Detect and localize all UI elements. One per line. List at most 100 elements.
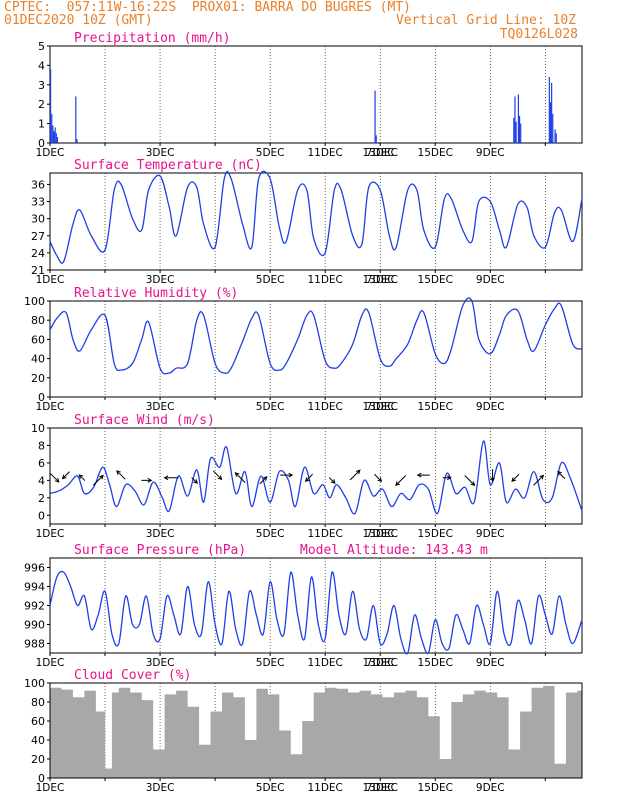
temp-xtick-label: 15DEC <box>418 274 453 286</box>
cloud-ytick-label: 100 <box>24 677 45 690</box>
wind-arrow-head <box>490 477 495 483</box>
precip-xtick-label: 5DEC <box>256 147 285 159</box>
wind-arrow-head <box>377 477 383 482</box>
wind-xtick-label: 9DEC <box>476 528 505 540</box>
wind-arrow-head <box>54 477 60 483</box>
pres-panel: Surface Pressure (hPa) Model Altitude: 14… <box>24 543 583 669</box>
cloud-ytick-label: 80 <box>31 696 45 709</box>
temp-xtick-label: 11DEC <box>307 274 342 286</box>
wind-arrow <box>92 475 104 486</box>
wind-arrow-head <box>470 481 476 487</box>
wind-arrow <box>305 473 313 482</box>
wind-arrow <box>116 470 126 480</box>
temp-ytick-label: 24 <box>31 247 45 260</box>
wind-title: Surface Wind (m/s) <box>74 413 215 428</box>
wind-arrow <box>557 471 566 479</box>
wind-arrow <box>511 473 520 482</box>
wind-arrow-head <box>330 479 336 484</box>
cloud-ytick-label: 20 <box>31 753 45 766</box>
rh-xtick-label: 13DEC <box>362 401 397 413</box>
wind-arrow-head <box>288 472 294 478</box>
wind-ytick-label: 10 <box>31 422 45 435</box>
wind-arrow <box>395 475 407 486</box>
rh-ytick-label: 40 <box>31 353 45 366</box>
wind-ytick-label: 2 <box>38 492 45 505</box>
pres-xtick-label: 13DEC <box>362 657 397 669</box>
wind-arrow-head <box>61 474 67 480</box>
wind-arrow-head <box>511 477 516 482</box>
wind-arrow <box>235 472 246 483</box>
precip-xtick-label: 1DEC <box>36 147 65 159</box>
cloud-xtick-label: 13DEC <box>362 782 397 794</box>
cloud-xtick-label: 15DEC <box>418 782 453 794</box>
pres-xtick-label: 5DEC <box>256 657 285 669</box>
precip-xtick-label: 13DEC <box>362 147 397 159</box>
precip-bar <box>56 137 59 143</box>
wind-ytick-label: 6 <box>38 457 45 470</box>
temp-xtick-label: 13DEC <box>362 274 397 286</box>
precip-xtick-label: 9DEC <box>476 147 505 159</box>
precip-frame <box>49 45 583 144</box>
rh-ytick-label: 60 <box>31 333 45 346</box>
precip-bar <box>52 125 54 143</box>
precip-bar <box>548 77 550 143</box>
wind-arrow-head <box>446 475 452 481</box>
wind-arrow-head <box>147 478 153 483</box>
cloud-panel: Cloud Cover (%) 0 20 40 60 80 100 1DEC 3DEC 5DEC 7… <box>24 668 583 794</box>
rh-xtick-label: 1DEC <box>36 401 65 413</box>
rh-xtick-label: 5DEC <box>256 401 285 413</box>
precip-ytick-label: 5 <box>38 40 45 53</box>
rh-ytick-label: 80 <box>31 314 45 327</box>
precip-panel: Precipitation (mm/h) 0 1 2 3 4 5 1DEC 3DEC 5DEC 7D… <box>36 31 583 159</box>
temp-line <box>49 170 583 264</box>
wind-ytick-label: 8 <box>38 439 45 452</box>
precip-bar <box>51 113 53 143</box>
wind-xtick-label: 7DEC <box>366 528 395 540</box>
wind-arrow <box>533 475 544 486</box>
pres-ytick-label: 990 <box>24 619 45 632</box>
rh-ytick-label: 0 <box>38 391 45 404</box>
pres-xtick-label: 3DEC <box>146 657 175 669</box>
grid-line-note: Vertical Grid Line: 10Z <box>395 13 576 28</box>
rh-ytick-label: 100 <box>24 295 45 308</box>
rh-xtick-label: 3DEC <box>146 401 175 413</box>
wind-arrow <box>212 470 222 480</box>
wind-arrow <box>78 474 86 481</box>
wind-arrow <box>464 475 475 486</box>
wind-arrow-head <box>304 477 310 482</box>
wind-arrow-head <box>193 479 199 484</box>
wind-xtick-label: 5DEC <box>256 528 285 540</box>
temp-xtick-label: 9DEC <box>476 274 505 286</box>
wind-arrow-head <box>416 472 422 478</box>
cloud-ytick-label: 0 <box>38 772 45 785</box>
pres-line <box>49 570 583 655</box>
pres-xtick-label: 1DEC <box>36 657 65 669</box>
precip-bar <box>518 115 521 143</box>
precip-bar <box>513 117 515 143</box>
pres-xtick-label: 15DEC <box>418 657 453 669</box>
wind-arrow-head <box>355 469 361 475</box>
precip-xtick-label: 3DEC <box>146 147 175 159</box>
precip-ytick-label: 3 <box>38 79 45 92</box>
precip-bar <box>50 69 52 143</box>
wind-arrow <box>374 473 382 482</box>
pres-annotation: Model Altitude: 143.43 m <box>300 543 488 558</box>
precip-xtick-label: 11DEC <box>307 147 342 159</box>
precip-title: Precipitation (mm/h) <box>74 31 231 46</box>
rh-xtick-label: 11DEC <box>307 401 342 413</box>
cloud-ytick-label: 40 <box>31 734 45 747</box>
pres-xtick-label: 9DEC <box>476 657 505 669</box>
precip-bar <box>517 94 519 143</box>
rh-frame <box>49 300 583 398</box>
rh-line <box>49 297 583 375</box>
temp-xtick-label: 7DEC <box>366 274 395 286</box>
cloud-xtick-label: 9DEC <box>476 782 505 794</box>
rh-panel: Relative Humidity (%) 0 20 40 60 80 100 1DEC 3DE… <box>24 286 583 413</box>
pres-ytick-label: 996 <box>24 562 45 575</box>
wind-arrow-head <box>163 475 169 481</box>
precip-bar <box>55 133 57 143</box>
precip-bar <box>54 127 56 143</box>
wind-arrow-head <box>99 474 104 480</box>
temp-ytick-label: 30 <box>31 213 45 226</box>
